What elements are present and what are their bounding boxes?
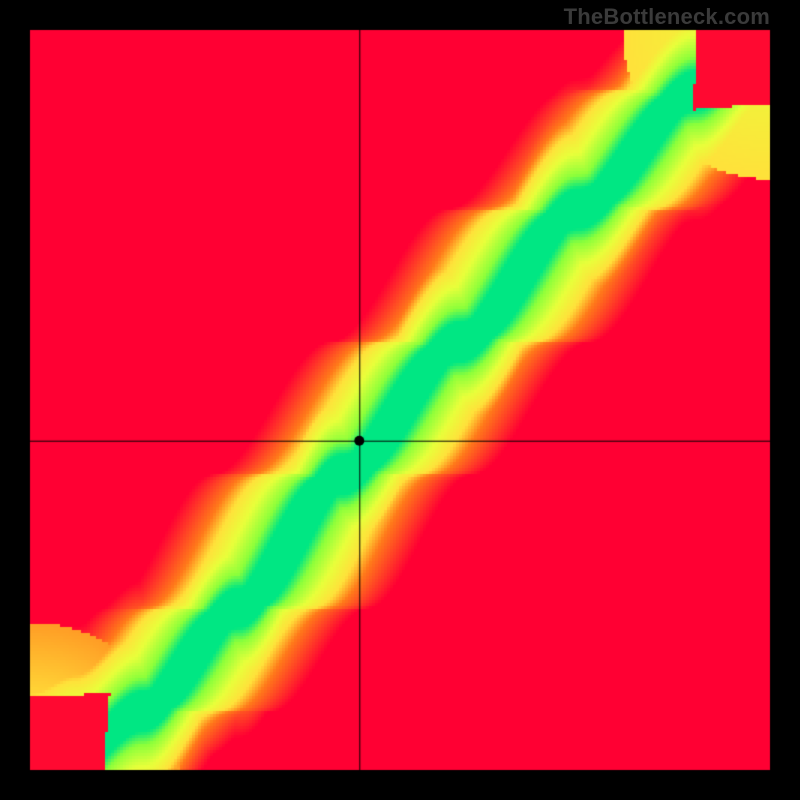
bottleneck-heatmap (0, 0, 800, 800)
watermark-text: TheBottleneck.com (564, 4, 770, 30)
chart-container: TheBottleneck.com (0, 0, 800, 800)
